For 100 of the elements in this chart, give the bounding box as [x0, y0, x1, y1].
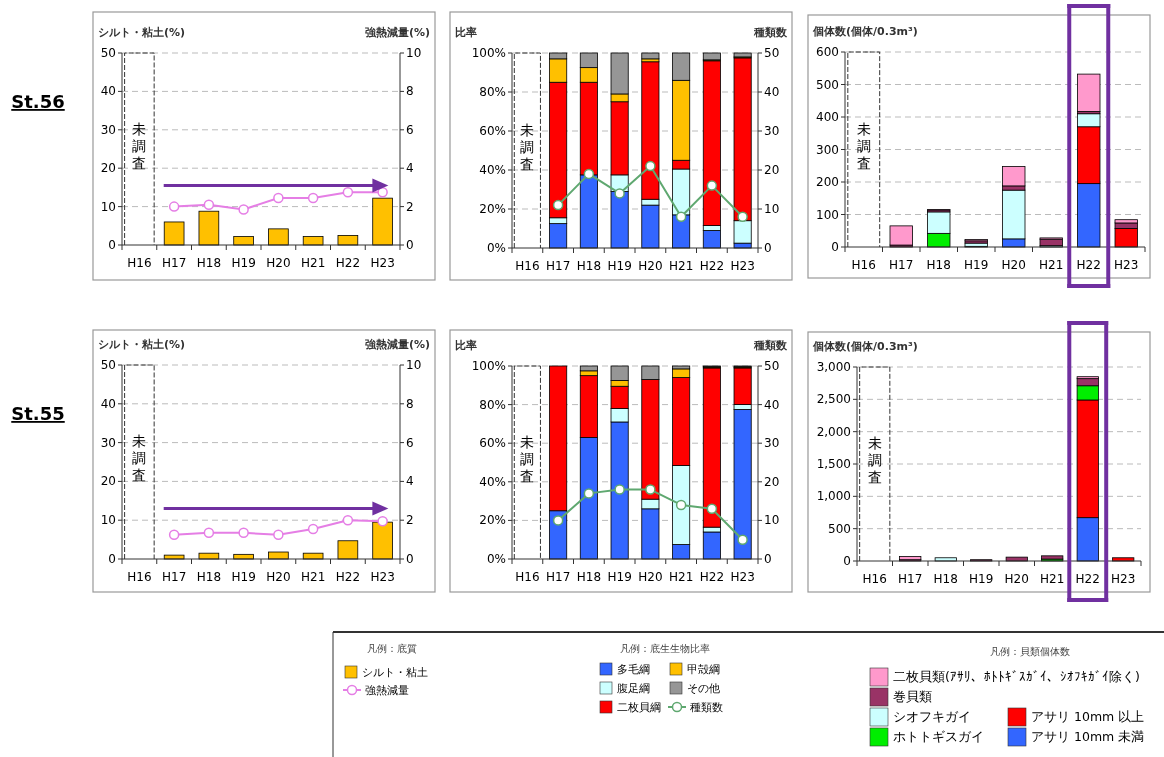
- y2-tick-label: 10: [764, 202, 780, 216]
- text: St.56: [11, 91, 65, 112]
- y2-tick-label: 0: [406, 238, 414, 252]
- y2-axis-title: 種類数: [753, 26, 788, 39]
- y-axis-title: シルト・粘土(%): [98, 26, 186, 39]
- y-tick-label: 10: [100, 513, 116, 528]
- legend-label: 甲殻綱: [687, 663, 720, 676]
- x-tick-label: H17: [161, 256, 187, 270]
- y-tick-label: 2,500: [816, 392, 851, 407]
- x-tick-label: H16: [515, 259, 540, 273]
- y-tick-label: 30: [100, 435, 116, 450]
- x-tick-label: H20: [638, 570, 663, 584]
- y-tick-label: 80%: [479, 397, 506, 412]
- x-tick-label: H21: [300, 570, 326, 584]
- y2-tick-label: 4: [406, 474, 414, 489]
- y-tick-label: 200: [816, 175, 839, 189]
- annotation: 未調査: [520, 121, 535, 172]
- x-tick-label: H22: [699, 259, 725, 273]
- y-tick-label: 400: [816, 110, 839, 124]
- y2-axis-title: 種類数: [753, 339, 788, 352]
- y2-tick-label: 10: [406, 358, 422, 372]
- y-tick-label: 0: [108, 552, 116, 566]
- x-tick-label: H19: [607, 259, 632, 273]
- y2-tick-label: 40: [764, 397, 780, 412]
- legend-label: 巻貝類: [893, 689, 932, 704]
- y-tick-label: 1,500: [816, 457, 851, 471]
- x-tick-label: H22: [1076, 258, 1101, 272]
- y2-tick-label: 50: [764, 359, 780, 373]
- x-tick-label: H20: [638, 259, 663, 273]
- x-tick-label: H23: [1111, 572, 1136, 586]
- y-axis-title: 比率: [455, 339, 477, 352]
- x-tick-label: H18: [926, 258, 951, 272]
- x-tick-label: H18: [196, 570, 222, 584]
- y-tick-label: 0: [843, 554, 851, 568]
- y-tick-label: 100: [816, 207, 839, 222]
- y2-tick-label: 0: [764, 241, 772, 255]
- legend-label: 多毛綱: [617, 663, 650, 676]
- x-tick-label: H21: [300, 256, 326, 270]
- y-tick-label: 0: [831, 240, 839, 254]
- x-tick-label: H18: [933, 572, 958, 586]
- y-tick-label: 1,000: [816, 489, 851, 504]
- legend-label: シオフキガイ: [893, 709, 971, 724]
- y-tick-label: 80%: [479, 85, 506, 99]
- y-tick-label: 500: [816, 77, 839, 92]
- x-tick-label: H21: [1039, 258, 1064, 272]
- text: St.55: [11, 403, 65, 424]
- y-tick-label: 20: [100, 474, 116, 489]
- legend-title: 凡例：底質: [367, 643, 417, 654]
- y-tick-label: 30: [100, 122, 116, 137]
- y-tick-label: 0%: [486, 552, 506, 566]
- x-tick-label: H20: [1001, 258, 1026, 272]
- x-tick-label: H23: [370, 256, 395, 270]
- x-tick-label: H20: [1004, 572, 1029, 586]
- x-tick-label: H16: [851, 258, 876, 272]
- y-tick-label: 600: [816, 45, 839, 59]
- x-tick-label: H20: [266, 256, 291, 270]
- x-tick-label: H19: [607, 570, 632, 584]
- y-tick-label: 2,000: [816, 424, 851, 439]
- y-tick-label: 100%: [471, 359, 506, 373]
- y2-tick-label: 30: [764, 124, 780, 138]
- legend-label: 二枚貝類(ｱｻﾘ、ﾎﾄﾄｷﾞｽｶﾞｲ、ｼｵﾌｷｶﾞｲ除く): [893, 669, 1140, 684]
- x-tick-label: H19: [231, 256, 256, 270]
- legend-title: 凡例：底生生物比率: [620, 643, 710, 654]
- annotation: 未調査: [132, 433, 147, 484]
- y-axis-title: 個体数(個体/0.3m³): [812, 340, 918, 353]
- legend-label: 種類数: [690, 701, 723, 714]
- y2-tick-label: 0: [764, 552, 772, 566]
- y-tick-label: 300: [816, 142, 839, 157]
- legend-label: アサリ 10mm 未満: [1031, 729, 1145, 744]
- y2-tick-label: 2: [406, 199, 414, 214]
- y-tick-label: 50: [100, 358, 116, 372]
- x-tick-label: H20: [266, 570, 291, 584]
- y-tick-label: 10: [100, 199, 116, 214]
- x-tick-label: H23: [730, 259, 755, 273]
- y-tick-label: 3,000: [816, 360, 851, 374]
- y-tick-label: 0%: [486, 241, 506, 255]
- y2-tick-label: 0: [406, 552, 414, 566]
- legend-label: その他: [687, 682, 720, 695]
- y-tick-label: 60%: [479, 124, 506, 138]
- x-tick-label: H17: [545, 259, 571, 273]
- annotation: 未調査: [132, 120, 147, 171]
- y2-tick-label: 2: [406, 513, 414, 528]
- x-tick-label: H22: [335, 256, 361, 270]
- x-tick-label: H23: [370, 570, 395, 584]
- y2-tick-label: 10: [764, 513, 780, 528]
- x-tick-label: H18: [196, 256, 222, 270]
- y2-tick-label: 8: [406, 84, 414, 99]
- y-tick-label: 500: [828, 521, 851, 536]
- x-tick-label: H16: [127, 570, 152, 584]
- x-tick-label: H17: [545, 570, 571, 584]
- y2-tick-label: 50: [764, 46, 780, 60]
- x-tick-label: H21: [668, 259, 694, 273]
- y2-tick-label: 6: [406, 122, 414, 137]
- y2-tick-label: 30: [764, 436, 780, 451]
- annotation: 未調査: [520, 434, 535, 485]
- legend-label: ホトトギスガイ: [893, 729, 984, 744]
- y2-tick-label: 4: [406, 161, 414, 176]
- y2-tick-label: 20: [764, 474, 780, 489]
- y-axis-title: 比率: [455, 26, 477, 39]
- y-tick-label: 20%: [479, 202, 506, 216]
